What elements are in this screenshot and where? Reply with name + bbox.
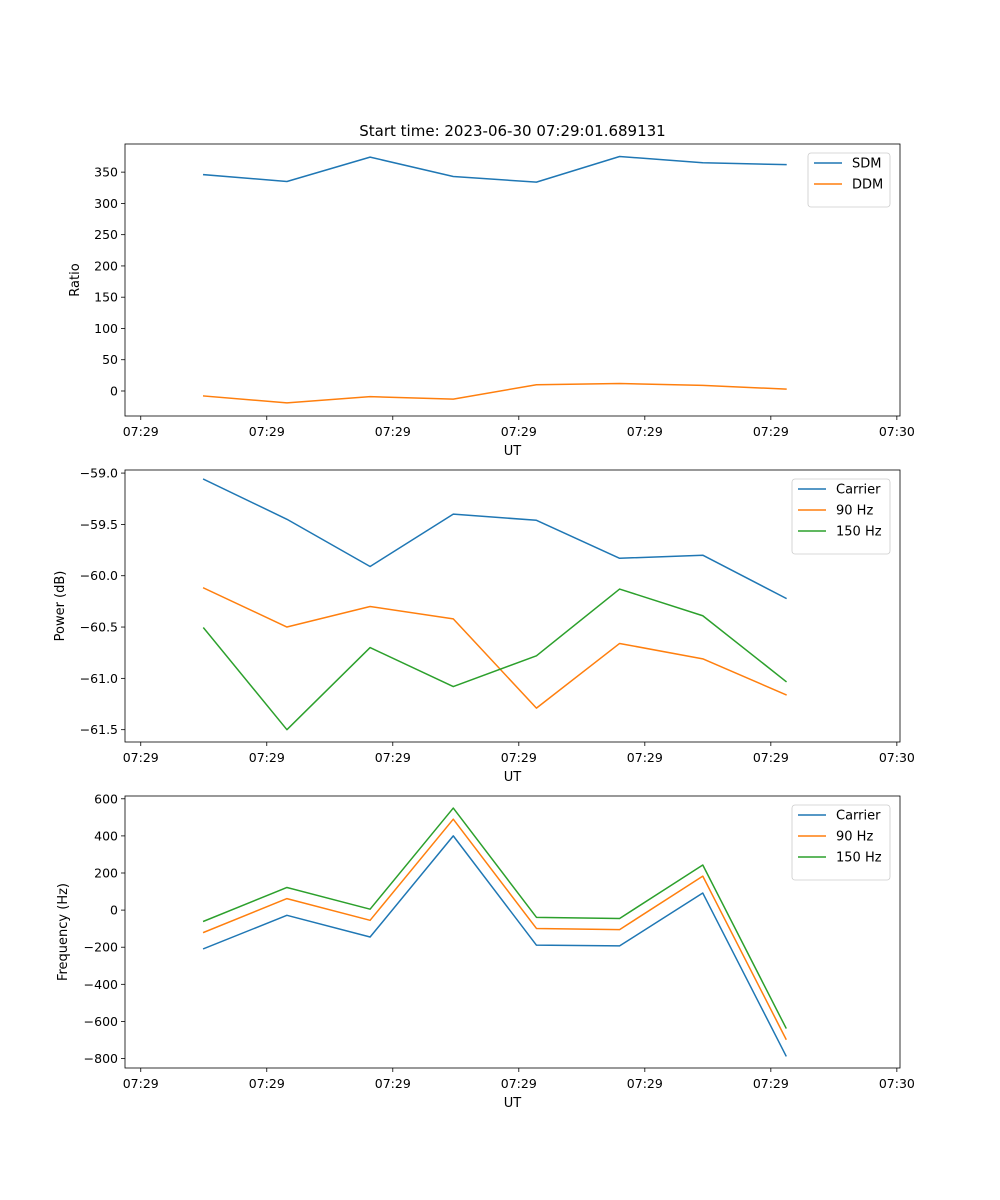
x-tick-label: 07:30	[879, 750, 915, 765]
plot-frame	[124, 795, 901, 1069]
y-tick-label: −600	[84, 1014, 118, 1029]
y-tick-label: 150	[94, 290, 118, 305]
series-line-carrier	[202, 835, 787, 1057]
x-tick-label: 07:29	[627, 750, 663, 765]
x-tick-label: 07:29	[375, 750, 411, 765]
x-tick-label: 07:29	[249, 424, 285, 439]
x-axis-label: UT	[504, 1096, 522, 1111]
x-tick-label: 07:29	[753, 1076, 789, 1091]
y-tick-label: 200	[94, 865, 118, 880]
y-tick-label: −61.0	[80, 671, 118, 686]
x-tick-label: 07:29	[753, 750, 789, 765]
chart-title: Start time: 2023-06-30 07:29:01.689131	[359, 122, 665, 140]
y-axis-label: Power (dB)	[53, 571, 68, 642]
y-tick-label: 50	[102, 352, 118, 367]
legend-box	[791, 804, 891, 881]
x-tick-label: 07:29	[249, 1076, 285, 1091]
series-line-90-hz	[202, 587, 787, 709]
x-tick-label: 07:29	[627, 1076, 663, 1091]
legend: Carrier 90 Hz 150 Hz	[791, 804, 891, 881]
x-tick-label: 07:29	[123, 750, 159, 765]
y-tick-label: 200	[94, 258, 118, 273]
x-tick-label: 07:30	[879, 1076, 915, 1091]
series-line-150-hz	[202, 807, 787, 1029]
series-line-ddm	[202, 382, 787, 404]
y-tick-label: −59.5	[80, 517, 118, 532]
y-tick-label: −800	[84, 1051, 118, 1066]
x-tick-label: 07:29	[501, 424, 537, 439]
y-tick-label: 100	[94, 321, 118, 336]
panel-1: 07:29 07:29 07:29 07:29 07:29 07:29 07:30 0 50 10…	[68, 122, 915, 459]
x-axis-label: UT	[504, 444, 522, 459]
legend-entry: 150 Hz	[836, 851, 882, 866]
legend-entry: 90 Hz	[836, 830, 873, 845]
y-tick-label: −59.0	[80, 466, 118, 481]
y-tick-label: 400	[94, 828, 118, 843]
x-tick-label: 07:29	[123, 1076, 159, 1091]
y-tick-label: −60.0	[80, 568, 118, 583]
y-tick-label: −400	[84, 977, 118, 992]
y-tick-label: 250	[94, 227, 118, 242]
legend-entry: 90 Hz	[836, 504, 873, 519]
y-tick-label: 0	[110, 903, 118, 918]
x-tick-label: 07:29	[375, 1076, 411, 1091]
legend-entry: Carrier	[836, 483, 881, 498]
series-line-90-hz	[202, 818, 787, 1041]
y-tick-label: −60.5	[80, 620, 118, 635]
legend-entry: Carrier	[836, 809, 881, 824]
y-tick-label: 350	[94, 165, 118, 180]
x-tick-label: 07:30	[879, 424, 915, 439]
x-tick-label: 07:29	[249, 750, 285, 765]
plot-frame	[124, 143, 901, 417]
y-tick-label: −200	[84, 940, 118, 955]
y-tick-label: 600	[94, 791, 118, 806]
panel-2: 07:29 07:29 07:29 07:29 07:29 07:29 07:30 −61.5…	[53, 466, 915, 785]
legend-box	[807, 152, 891, 208]
legend: Carrier 90 Hz 150 Hz	[791, 478, 891, 555]
x-tick-label: 07:29	[123, 424, 159, 439]
series-line-sdm	[202, 155, 787, 183]
panel-3: 07:29 07:29 07:29 07:29 07:29 07:29 07:30 −800 −…	[56, 791, 915, 1111]
y-tick-label: 300	[94, 196, 118, 211]
legend-entry: DDM	[852, 178, 883, 193]
legend-entry: 150 Hz	[836, 525, 882, 540]
plot-frame	[124, 469, 901, 743]
series-line-carrier	[202, 478, 787, 600]
y-axis-label: Ratio	[68, 263, 83, 296]
x-tick-label: 07:29	[501, 750, 537, 765]
y-axis-label: Frequency (Hz)	[56, 883, 71, 981]
legend-box	[791, 478, 891, 555]
x-tick-label: 07:29	[501, 1076, 537, 1091]
x-tick-label: 07:29	[375, 424, 411, 439]
y-tick-label: −61.5	[80, 722, 118, 737]
legend: SDM DDM	[807, 152, 891, 208]
x-axis-label: UT	[504, 770, 522, 785]
legend-entry: SDM	[852, 157, 881, 172]
x-tick-label: 07:29	[627, 424, 663, 439]
x-tick-label: 07:29	[753, 424, 789, 439]
series-line-150-hz	[202, 588, 788, 731]
y-tick-label: 0	[110, 383, 118, 398]
